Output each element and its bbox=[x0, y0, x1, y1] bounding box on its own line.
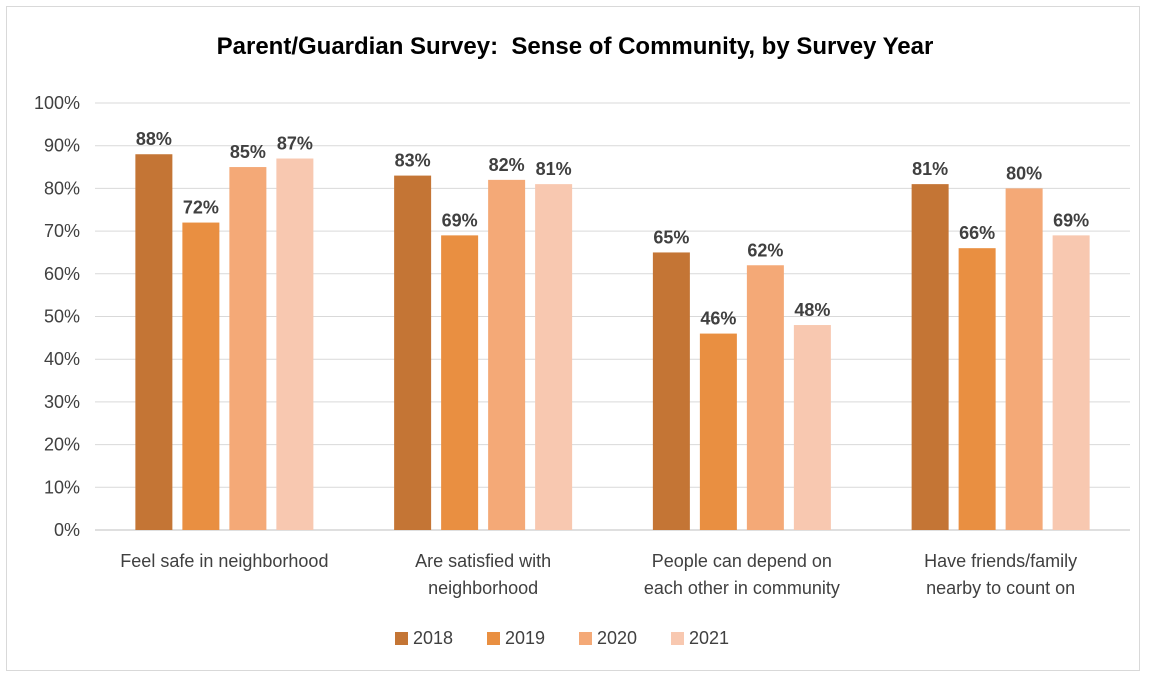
data-label: 85% bbox=[230, 142, 266, 162]
y-tick-label: 20% bbox=[44, 435, 80, 455]
data-label: 48% bbox=[794, 300, 830, 320]
bar bbox=[1005, 188, 1043, 530]
y-tick-label: 80% bbox=[44, 178, 80, 198]
data-label: 80% bbox=[1006, 163, 1042, 183]
chart-title: Parent/Guardian Survey: Sense of Communi… bbox=[216, 33, 934, 60]
y-tick-label: 40% bbox=[44, 349, 80, 369]
legend-swatch bbox=[579, 632, 592, 645]
category-label: nearby to count on bbox=[926, 578, 1075, 598]
data-label: 46% bbox=[700, 309, 736, 329]
data-label: 87% bbox=[277, 134, 313, 154]
data-label: 81% bbox=[912, 159, 948, 179]
y-tick-label: 70% bbox=[44, 221, 80, 241]
bar bbox=[746, 265, 784, 530]
data-label: 66% bbox=[959, 223, 995, 243]
y-tick-label: 60% bbox=[44, 264, 80, 284]
bar bbox=[182, 222, 220, 530]
category-label: People can depend on bbox=[652, 551, 832, 571]
y-tick-label: 50% bbox=[44, 307, 80, 327]
bar bbox=[699, 333, 737, 530]
bar bbox=[1052, 235, 1090, 530]
legend-swatch bbox=[671, 632, 684, 645]
data-label: 65% bbox=[653, 227, 689, 247]
bar bbox=[652, 252, 690, 530]
y-tick-label: 0% bbox=[54, 520, 80, 540]
bar bbox=[229, 167, 267, 531]
bar bbox=[441, 235, 479, 530]
bar bbox=[958, 248, 996, 530]
data-label: 83% bbox=[395, 151, 431, 171]
y-tick-label: 100% bbox=[34, 93, 80, 113]
data-label: 82% bbox=[489, 155, 525, 175]
legend-label: 2021 bbox=[689, 628, 729, 648]
data-label: 69% bbox=[1053, 210, 1089, 230]
bar bbox=[911, 184, 949, 530]
legend-swatch bbox=[487, 632, 500, 645]
data-label: 88% bbox=[136, 129, 172, 149]
y-tick-label: 90% bbox=[44, 136, 80, 156]
category-label: neighborhood bbox=[428, 578, 538, 598]
y-tick-label: 10% bbox=[44, 477, 80, 497]
bar bbox=[793, 325, 831, 530]
data-label: 69% bbox=[442, 210, 478, 230]
bar bbox=[276, 158, 314, 530]
y-tick-label: 30% bbox=[44, 392, 80, 412]
category-label: Feel safe in neighborhood bbox=[120, 551, 328, 571]
bar bbox=[535, 184, 573, 530]
legend-swatch bbox=[395, 632, 408, 645]
bar bbox=[135, 154, 173, 531]
bar bbox=[394, 175, 432, 530]
legend-label: 2018 bbox=[413, 628, 453, 648]
data-label: 81% bbox=[536, 159, 572, 179]
category-label: Are satisfied with bbox=[415, 551, 551, 571]
data-label: 62% bbox=[747, 240, 783, 260]
legend-label: 2020 bbox=[597, 628, 637, 648]
category-label: each other in community bbox=[644, 578, 840, 598]
data-label: 72% bbox=[183, 198, 219, 218]
bar bbox=[488, 179, 526, 531]
category-label: Have friends/family bbox=[924, 551, 1077, 571]
legend-label: 2019 bbox=[505, 628, 545, 648]
